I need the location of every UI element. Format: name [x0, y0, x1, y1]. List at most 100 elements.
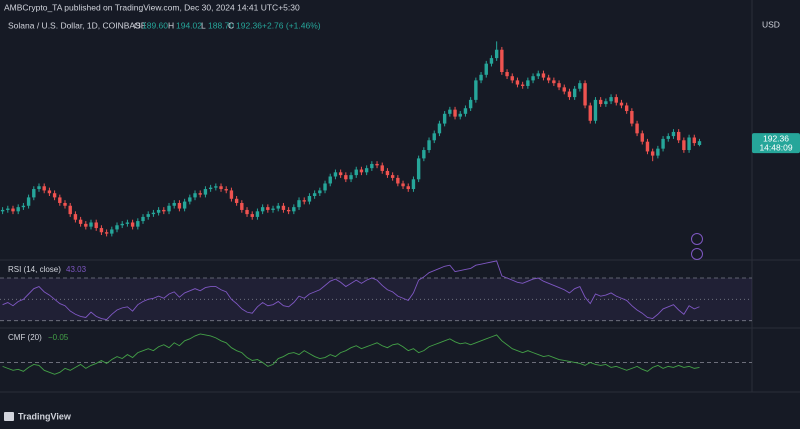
candle-body [42, 186, 46, 191]
candle-body [84, 223, 88, 227]
candle-body [650, 151, 655, 156]
candle-body [541, 73, 546, 78]
candle-body [120, 223, 124, 226]
candle-body [437, 123, 442, 134]
candle-body [198, 193, 202, 195]
candle-body [422, 150, 426, 159]
candle-body [505, 72, 509, 77]
candle-body [58, 197, 62, 203]
candle-body [0, 209, 5, 212]
candle-body [276, 205, 280, 209]
candle-body [63, 202, 67, 206]
candle-body [474, 80, 478, 100]
candle-body [250, 214, 254, 217]
candle-body [68, 205, 72, 215]
candle-body [500, 49, 504, 73]
candle-body [104, 232, 109, 234]
change: +2.76 (+1.46%) [262, 20, 321, 30]
indicator-value: 43.03 [66, 265, 87, 274]
candle-body [188, 197, 192, 202]
candle-body [26, 197, 31, 206]
candle-body [312, 193, 317, 197]
candle-body [442, 113, 447, 124]
price-tag-countdown: 14:48:09 [759, 142, 792, 152]
candle-body [151, 212, 156, 215]
candle-body [359, 169, 364, 173]
candle-body [536, 73, 540, 77]
indicator-title: CMF (20) [8, 333, 42, 342]
candle-body [515, 80, 520, 85]
candle-body [546, 77, 551, 81]
candle-body [432, 133, 436, 141]
candle-body [453, 109, 457, 117]
header: AMBCrypto_TA published on TradingView.co… [4, 2, 300, 12]
candle-body [156, 209, 161, 213]
candle-body [448, 109, 452, 114]
candle-body [661, 138, 665, 149]
candle-body [286, 209, 291, 212]
ohlc-label: L [201, 20, 206, 30]
candle-body [562, 87, 566, 92]
candle-body [224, 189, 228, 191]
candle-body [125, 222, 130, 224]
currency: USD [762, 19, 780, 29]
candle-body [380, 165, 384, 171]
candle-body [37, 186, 41, 190]
candle-body [234, 198, 239, 203]
candle-body [609, 97, 613, 102]
candle-body [370, 163, 374, 169]
candle-body [302, 200, 306, 202]
candle-body [172, 202, 176, 206]
candle-body [354, 169, 358, 176]
candle-body [468, 99, 473, 109]
candle-body [78, 219, 83, 224]
ohlc-value: 188.70 [208, 20, 234, 30]
candle-body [526, 80, 530, 86]
event-icon[interactable] [691, 248, 703, 260]
ohlc-label: H [168, 20, 174, 30]
candle-body [666, 136, 670, 139]
candle-body [406, 186, 410, 190]
ohlc-value: 194.02 [176, 20, 202, 30]
candle-body [375, 163, 379, 166]
candle-body [479, 74, 483, 81]
candle-body [671, 131, 676, 137]
candle-body [162, 209, 166, 212]
candle-body [676, 131, 681, 141]
candle-body [567, 91, 572, 98]
candle-body [390, 175, 395, 178]
candle-body [333, 172, 338, 177]
candle-body [32, 189, 36, 198]
candle-body [94, 222, 98, 229]
candle-body [130, 222, 135, 227]
candle-body [484, 63, 488, 75]
candle-body [240, 202, 244, 210]
candle-body [177, 202, 182, 209]
candle-body [266, 207, 270, 210]
candle-body [115, 225, 119, 230]
candle-body [229, 190, 234, 199]
candle-body [47, 190, 52, 194]
candle-body [364, 168, 369, 173]
candle-body [396, 177, 400, 184]
candle-body [619, 102, 624, 106]
candle-body [593, 99, 598, 121]
candle-body [292, 207, 296, 212]
candle-body [588, 105, 592, 121]
candle-body [614, 97, 618, 103]
ohlc-value: 192.36 [236, 20, 262, 30]
event-icon[interactable] [691, 233, 703, 245]
candle-body [349, 175, 353, 180]
candle-body [510, 76, 514, 81]
indicator-title: RSI (14, close) [8, 265, 61, 274]
candle-body [338, 172, 343, 176]
candle-body [687, 137, 691, 151]
candle-body [260, 207, 265, 212]
candle-body [271, 208, 275, 210]
candle-body [193, 193, 197, 198]
candle-body [11, 208, 15, 212]
candle-body [167, 205, 171, 212]
marks [0, 41, 752, 375]
